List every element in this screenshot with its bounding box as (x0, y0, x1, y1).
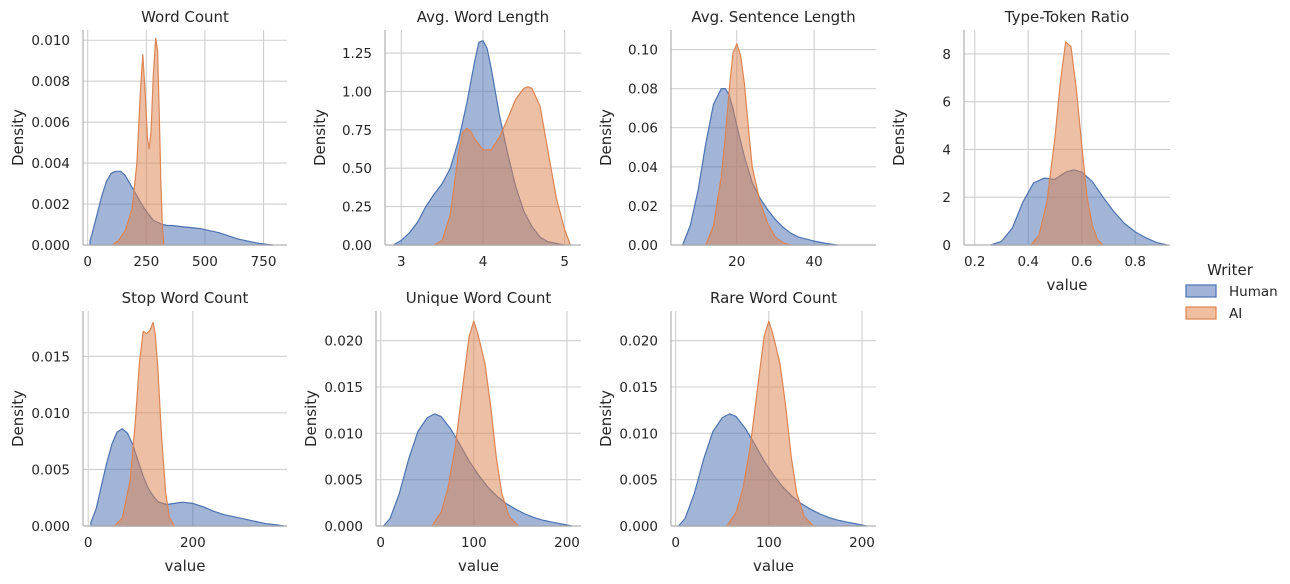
y-tick-label: 0.020 (324, 334, 363, 350)
y-axis-label: Density (890, 109, 908, 166)
y-tick-label: 0.08 (628, 82, 658, 98)
y-tick-label: 0 (942, 238, 951, 254)
panel-2: 20 40 0.00 0.02 0.04 0.06 0.08 0.10 Avg. Sentenc… (597, 8, 876, 270)
y-tick-label: 0.00 (342, 238, 372, 254)
y-tick-label: 0.002 (31, 197, 70, 213)
x-tick-label: 250 (133, 254, 159, 270)
x-axis-label: value (753, 557, 794, 575)
x-tick-label: 100 (756, 535, 782, 551)
y-tick-label: 1.00 (342, 84, 372, 100)
panel-title: Word Count (141, 8, 229, 26)
panel-title: Rare Word Count (710, 289, 837, 307)
panel-1: 3 4 5 0.00 0.25 0.50 0.75 1.00 1.25 Avg. Word Len… (311, 8, 581, 270)
x-tick-label: 0 (671, 535, 680, 551)
y-tick-label: 0.008 (31, 74, 70, 90)
y-tick-label: 0.005 (324, 473, 363, 489)
density-area-human (90, 428, 285, 527)
y-tick-label: 0.00 (628, 238, 658, 254)
density-area-ai (111, 37, 165, 246)
y-tick-label: 0.015 (619, 380, 658, 396)
x-tick-label: 200 (554, 535, 580, 551)
x-tick-label: 0.6 (1071, 254, 1092, 270)
y-tick-label: 0.000 (31, 519, 70, 535)
y-axis-label: Density (302, 390, 320, 447)
y-tick-label: 0.020 (619, 334, 658, 350)
density-area-ai (1030, 41, 1104, 246)
legend-label-human: Human (1229, 284, 1278, 300)
density-area-ai (431, 320, 520, 527)
y-tick-label: 1.25 (342, 46, 372, 62)
x-tick-label: 750 (251, 254, 277, 270)
legend-title: Writer (1207, 261, 1254, 279)
x-tick-label: 0.2 (964, 254, 985, 270)
y-tick-label: 0.010 (619, 426, 658, 442)
y-tick-label: 2 (942, 190, 951, 206)
y-tick-label: 0.000 (324, 519, 363, 535)
y-tick-label: 0.75 (342, 123, 372, 139)
density-area-ai (433, 86, 571, 246)
panel-5: 0 100 200 0.000 0.005 0.010 0.015 0.020 Unique W… (302, 289, 581, 575)
y-axis-label: Density (311, 109, 329, 166)
y-tick-label: 0.010 (31, 33, 70, 49)
legend-swatch-human (1185, 284, 1217, 298)
y-tick-label: 0.015 (31, 349, 70, 365)
density-area-ai (113, 321, 176, 527)
y-tick-label: 0.000 (619, 519, 658, 535)
x-axis-label: value (1047, 276, 1088, 294)
panel-0: 0 250 500 750 0.000 0.002 0.004 0.006 0.008 0.010… (9, 8, 287, 270)
y-tick-label: 0.005 (31, 462, 70, 478)
y-axis-label: Density (597, 109, 615, 166)
panel-title: Avg. Sentence Length (691, 8, 855, 26)
legend-label-ai: AI (1229, 306, 1242, 322)
legend: Writer Human AI (1185, 261, 1278, 322)
x-tick-label: 0 (84, 535, 93, 551)
y-tick-label: 0.010 (31, 406, 70, 422)
x-tick-label: 100 (461, 535, 487, 551)
y-axis-label: Density (9, 109, 27, 166)
legend-swatch-ai (1185, 306, 1217, 320)
x-tick-label: 200 (180, 535, 206, 551)
density-area-human (89, 170, 274, 246)
y-tick-label: 0.50 (342, 161, 372, 177)
x-tick-label: 200 (849, 535, 875, 551)
density-area-ai (726, 320, 815, 527)
x-tick-label: 3 (397, 254, 406, 270)
panel-title: Stop Word Count (122, 289, 249, 307)
x-tick-label: 0 (376, 535, 385, 551)
y-tick-label: 0.006 (31, 115, 70, 131)
x-tick-label: 4 (479, 254, 488, 270)
y-tick-label: 4 (942, 142, 951, 158)
density-area-ai (705, 43, 792, 246)
panel-title: Type-Token Ratio (1004, 8, 1129, 26)
y-tick-label: 8 (942, 47, 951, 63)
y-tick-label: 0.04 (628, 160, 658, 176)
y-tick-label: 0.10 (628, 43, 658, 59)
panel-4: 0 200 0.000 0.005 0.010 0.015 Stop Word Count D… (9, 289, 287, 575)
x-tick-label: 5 (560, 254, 569, 270)
y-tick-label: 0.06 (628, 121, 658, 137)
y-axis-label: Density (9, 390, 27, 447)
y-tick-label: 6 (942, 95, 951, 111)
y-tick-label: 0.005 (619, 473, 658, 489)
panel-3: 0.2 0.4 0.6 0.8 0 2 4 6 8 Type-Token Ratio Density… (890, 8, 1170, 294)
y-tick-label: 0.004 (31, 156, 70, 172)
y-axis-label: Density (597, 390, 615, 447)
y-tick-label: 0.015 (324, 380, 363, 396)
x-axis-label: value (458, 557, 499, 575)
x-tick-label: 40 (806, 254, 823, 270)
x-tick-label: 0 (83, 254, 92, 270)
x-tick-label: 500 (192, 254, 218, 270)
x-tick-label: 0.4 (1017, 254, 1038, 270)
y-tick-label: 0.010 (324, 426, 363, 442)
x-tick-label: 0.8 (1124, 254, 1145, 270)
panel-title: Unique Word Count (406, 289, 552, 307)
y-tick-label: 0.000 (31, 238, 70, 254)
panel-title: Avg. Word Length (417, 8, 549, 26)
y-tick-label: 0.02 (628, 199, 658, 215)
x-tick-label: 20 (728, 254, 745, 270)
x-axis-label: value (165, 557, 206, 575)
y-tick-label: 0.25 (342, 200, 372, 216)
panel-6: 0 100 200 0.000 0.005 0.010 0.015 0.020 Rare Wor… (597, 289, 876, 575)
